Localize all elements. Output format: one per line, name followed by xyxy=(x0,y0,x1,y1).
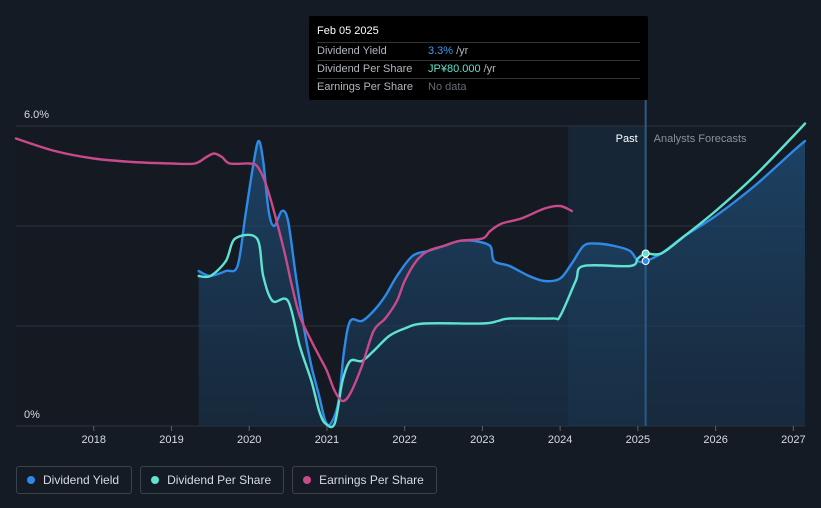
x-tick-label: 2023 xyxy=(470,434,494,446)
tooltip-unit: /yr xyxy=(483,63,496,75)
x-tick-label: 2025 xyxy=(626,434,650,446)
legend-dot-icon xyxy=(151,476,160,484)
dividend-yield-line xyxy=(197,139,807,427)
x-tick-label: 2027 xyxy=(781,434,805,446)
x-tick-label: 2020 xyxy=(237,434,261,446)
dividend-chart: 2018 2019 2020 2021 2022 2023 2024 2025 2026 2027… xyxy=(14,100,807,446)
legend-dot-icon xyxy=(27,476,35,484)
y-axis-labels: 6.0% 0% xyxy=(24,109,49,421)
dividend-yield-area xyxy=(198,140,806,426)
legend-dividend-per-share[interactable]: Dividend Per Share xyxy=(140,466,285,494)
legend-dividend-yield[interactable]: Dividend Yield xyxy=(16,466,133,494)
tooltip-key: Dividend Per Share xyxy=(317,63,413,75)
tooltip-value: No data xyxy=(428,81,467,93)
x-tick-label: 2022 xyxy=(392,434,416,446)
y-tick-label: 0% xyxy=(24,409,40,421)
legend: Dividend Yield Dividend Per Share Earnin… xyxy=(16,466,437,494)
x-tick-label: 2024 xyxy=(548,434,572,446)
past-label: Past xyxy=(616,133,638,145)
x-tick-label: 2021 xyxy=(315,434,339,446)
tooltip-value: JP¥80.000 xyxy=(428,63,481,75)
hover-marker xyxy=(641,249,650,258)
tooltip-key: Dividend Yield xyxy=(317,45,387,57)
x-tick-label: 2019 xyxy=(159,434,183,446)
earnings-per-share-line xyxy=(14,137,573,403)
tooltip-date: Feb 05 2025 xyxy=(317,22,640,43)
hover-markers xyxy=(641,249,650,265)
tooltip-row-dividend-yield: Dividend Yield 3.3% /yr xyxy=(317,43,640,61)
hover-marker xyxy=(641,257,650,265)
tooltip-key: Earnings Per Share xyxy=(317,81,413,93)
x-tick-label: 2018 xyxy=(81,434,105,446)
legend-earnings-per-share[interactable]: Earnings Per Share xyxy=(292,466,437,494)
tooltip-row-earnings-per-share: Earnings Per Share No data xyxy=(317,79,640,96)
tooltip-row-dividend-per-share: Dividend Per Share JP¥80.000 /yr xyxy=(317,61,640,79)
x-axis-ticks: 2018 2019 2020 2021 2022 2023 2024 2025 2026 2027 xyxy=(81,426,806,446)
tooltip: Feb 05 2025 Dividend Yield 3.3% /yr Divi… xyxy=(309,16,648,100)
legend-dot-icon xyxy=(303,476,312,484)
y-tick-label: 6.0% xyxy=(24,109,49,121)
x-tick-label: 2026 xyxy=(703,434,727,446)
legend-label: Dividend Per Share xyxy=(167,473,272,487)
tooltip-unit: /yr xyxy=(456,45,469,57)
forecast-label: Analysts Forecasts xyxy=(654,133,747,145)
tooltip-value: 3.3% xyxy=(428,45,454,57)
legend-label: Earnings Per Share xyxy=(319,473,424,487)
series-areas xyxy=(198,140,806,426)
legend-label: Dividend Yield xyxy=(43,473,120,487)
